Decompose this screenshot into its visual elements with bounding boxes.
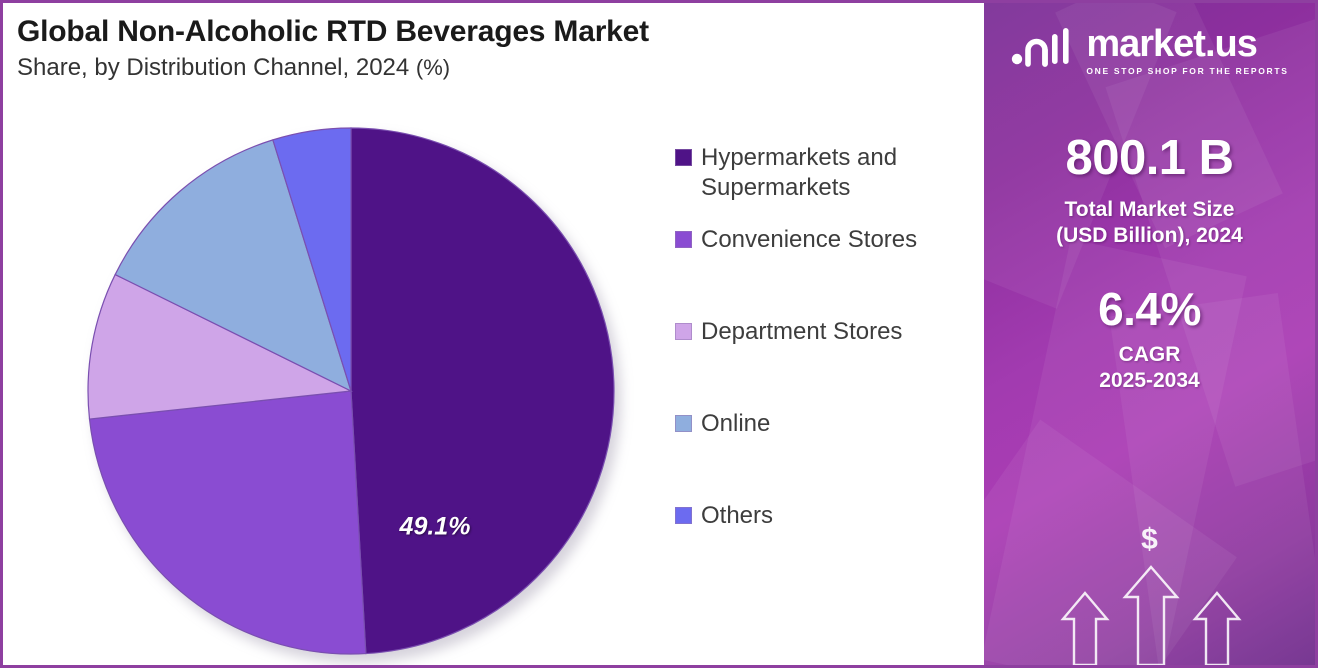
pie-slices-container [87, 127, 615, 655]
growth-icons: $ [984, 515, 1315, 665]
legend-swatch-icon [675, 415, 692, 432]
legend-item[interactable]: Hypermarkets and Supermarkets [675, 143, 975, 203]
pie-slice [350, 127, 615, 655]
brand-tagline: ONE STOP SHOP FOR THE REPORTS [1086, 66, 1289, 76]
market-size-value: 800.1 B [1065, 131, 1234, 185]
pie-chart: 49.1% [87, 127, 621, 663]
pie-svg [87, 127, 615, 655]
chart-subtitle: Share, by Distribution Channel, 2024 (%) [17, 53, 957, 81]
legend-swatch-icon [675, 323, 692, 340]
legend-swatch-icon [675, 231, 692, 248]
cagr-label-line2: 2025-2034 [1099, 368, 1200, 392]
legend-item[interactable]: Online [675, 409, 975, 439]
chart-legend: Hypermarkets and Supermarkets Convenience… [675, 143, 975, 541]
brand-logo: market.us ONE STOP SHOP FOR THE REPORTS [984, 25, 1315, 76]
brand-content: market.us ONE STOP SHOP FOR THE REPORTS … [984, 3, 1315, 393]
chart-subtitle-main: Share, by Distribution Channel, 2024 [17, 53, 416, 81]
pie-slice [272, 127, 352, 392]
legend-item-label: Convenience Stores [701, 226, 918, 253]
legend-item-label: Department Stores [701, 318, 903, 345]
chart-panel: Global Non-Alcoholic RTD Beverages Marke… [0, 0, 984, 668]
pie-slice [87, 273, 354, 420]
brand-name: market.us [1086, 23, 1258, 65]
legend-item-label: Hypermarkets and Supermarkets [701, 144, 898, 201]
legend-swatch-icon [675, 149, 692, 166]
upward-arrows-icon [1060, 565, 1242, 665]
brand-logo-text: market.us ONE STOP SHOP FOR THE REPORTS [1086, 25, 1288, 76]
market-size-label-line2: (USD Billion), 2024 [1056, 223, 1243, 247]
legend-item[interactable]: Others [675, 501, 975, 531]
legend-swatch-icon [675, 507, 692, 524]
chart-header: Global Non-Alcoholic RTD Beverages Marke… [17, 15, 957, 81]
legend-item-label: Online [701, 410, 771, 437]
market-size-label-line1: Total Market Size [1064, 198, 1235, 221]
page-title: Global Non-Alcoholic RTD Beverages Marke… [17, 15, 649, 48]
chart-subtitle-unit: (%) [415, 54, 451, 80]
brand-panel: market.us ONE STOP SHOP FOR THE REPORTS … [984, 0, 1318, 668]
market-us-logo-icon [1010, 26, 1076, 75]
dollar-icon: $ [1141, 523, 1158, 556]
legend-item[interactable]: Department Stores [675, 317, 975, 347]
cagr-label: CAGR 2025-2034 [984, 342, 1315, 393]
market-size-label: Total Market Size (USD Billion), 2024 [984, 197, 1315, 248]
pie-slice [88, 390, 367, 655]
cagr-value: 6.4% [1098, 283, 1201, 336]
legend-item-label: Others [701, 502, 774, 529]
cagr-label-line1: CAGR [1118, 343, 1181, 367]
legend-item[interactable]: Convenience Stores [675, 225, 975, 255]
